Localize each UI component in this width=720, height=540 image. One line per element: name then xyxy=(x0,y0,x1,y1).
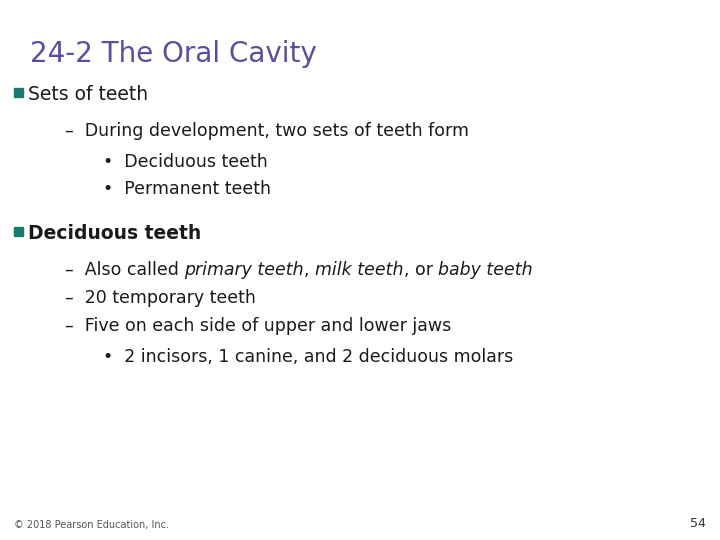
Text: © 2018 Pearson Education, Inc.: © 2018 Pearson Education, Inc. xyxy=(14,520,169,530)
Text: •  2 incisors, 1 canine, and 2 deciduous molars: • 2 incisors, 1 canine, and 2 deciduous … xyxy=(103,348,513,366)
Text: ,: , xyxy=(304,261,315,279)
Text: •  Deciduous teeth: • Deciduous teeth xyxy=(103,153,268,171)
Text: Sets of teeth: Sets of teeth xyxy=(28,85,148,104)
Text: •  Permanent teeth: • Permanent teeth xyxy=(103,180,271,198)
Text: Deciduous teeth: Deciduous teeth xyxy=(28,224,202,243)
Bar xyxy=(14,227,23,236)
Text: 24-2 The Oral Cavity: 24-2 The Oral Cavity xyxy=(30,40,317,68)
Text: –  Also called: – Also called xyxy=(65,261,184,279)
Text: –  20 temporary teeth: – 20 temporary teeth xyxy=(65,289,256,307)
Bar xyxy=(14,88,23,97)
Text: , or: , or xyxy=(403,261,438,279)
Text: 54: 54 xyxy=(690,517,706,530)
Text: primary teeth: primary teeth xyxy=(184,261,304,279)
Text: baby teeth: baby teeth xyxy=(438,261,533,279)
Text: milk teeth: milk teeth xyxy=(315,261,403,279)
Text: –  Five on each side of upper and lower jaws: – Five on each side of upper and lower j… xyxy=(65,317,451,335)
Text: –  During development, two sets of teeth form: – During development, two sets of teeth … xyxy=(65,122,469,140)
